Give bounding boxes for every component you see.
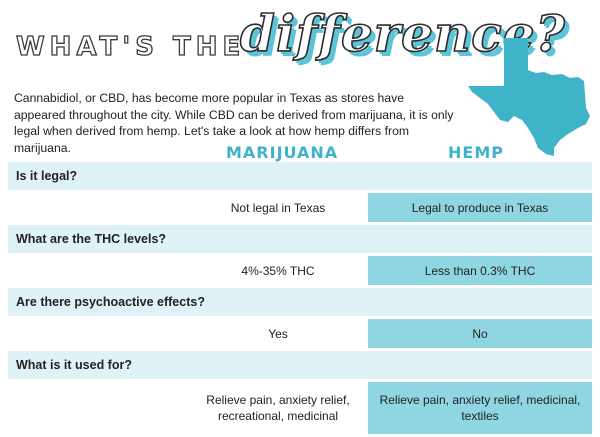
hemp-answer: Less than 0.3% THC xyxy=(368,256,592,285)
hemp-answer: No xyxy=(368,319,592,348)
intro-text: Cannabidiol, or CBD, has become more pop… xyxy=(14,91,454,155)
hemp-answer: Relieve pain, anxiety relief, medicinal,… xyxy=(368,382,592,434)
column-header-marijuana: MARIJUANA xyxy=(226,143,339,162)
marijuana-answer: 4%-35% THC xyxy=(241,263,315,278)
comparison-table: Is it legal? Not legal in Texas Legal to… xyxy=(8,162,592,437)
question-row: Is it legal? xyxy=(8,162,592,190)
texas-map-icon xyxy=(468,38,590,156)
marijuana-answer: Relieve pain, anxiety relief, recreation… xyxy=(206,393,350,423)
question-row: Are there psychoactive effects? xyxy=(8,288,592,316)
question-row: What is it used for? xyxy=(8,351,592,379)
marijuana-answer: Not legal in Texas xyxy=(230,200,326,215)
answer-row: Relieve pain, anxiety relief, recreation… xyxy=(8,382,592,434)
answer-row: 4%-35% THC Less than 0.3% THC xyxy=(8,256,592,285)
hemp-answer: Legal to produce in Texas xyxy=(368,193,592,222)
marijuana-answer: Yes xyxy=(268,326,288,341)
answer-row: Yes No xyxy=(8,319,592,348)
answer-row: Not legal in Texas Legal to produce in T… xyxy=(8,193,592,222)
question-row: What are the THC levels? xyxy=(8,225,592,253)
column-header-hemp: HEMP xyxy=(448,143,504,162)
title-prefix: WHAT'S THE xyxy=(15,31,246,62)
